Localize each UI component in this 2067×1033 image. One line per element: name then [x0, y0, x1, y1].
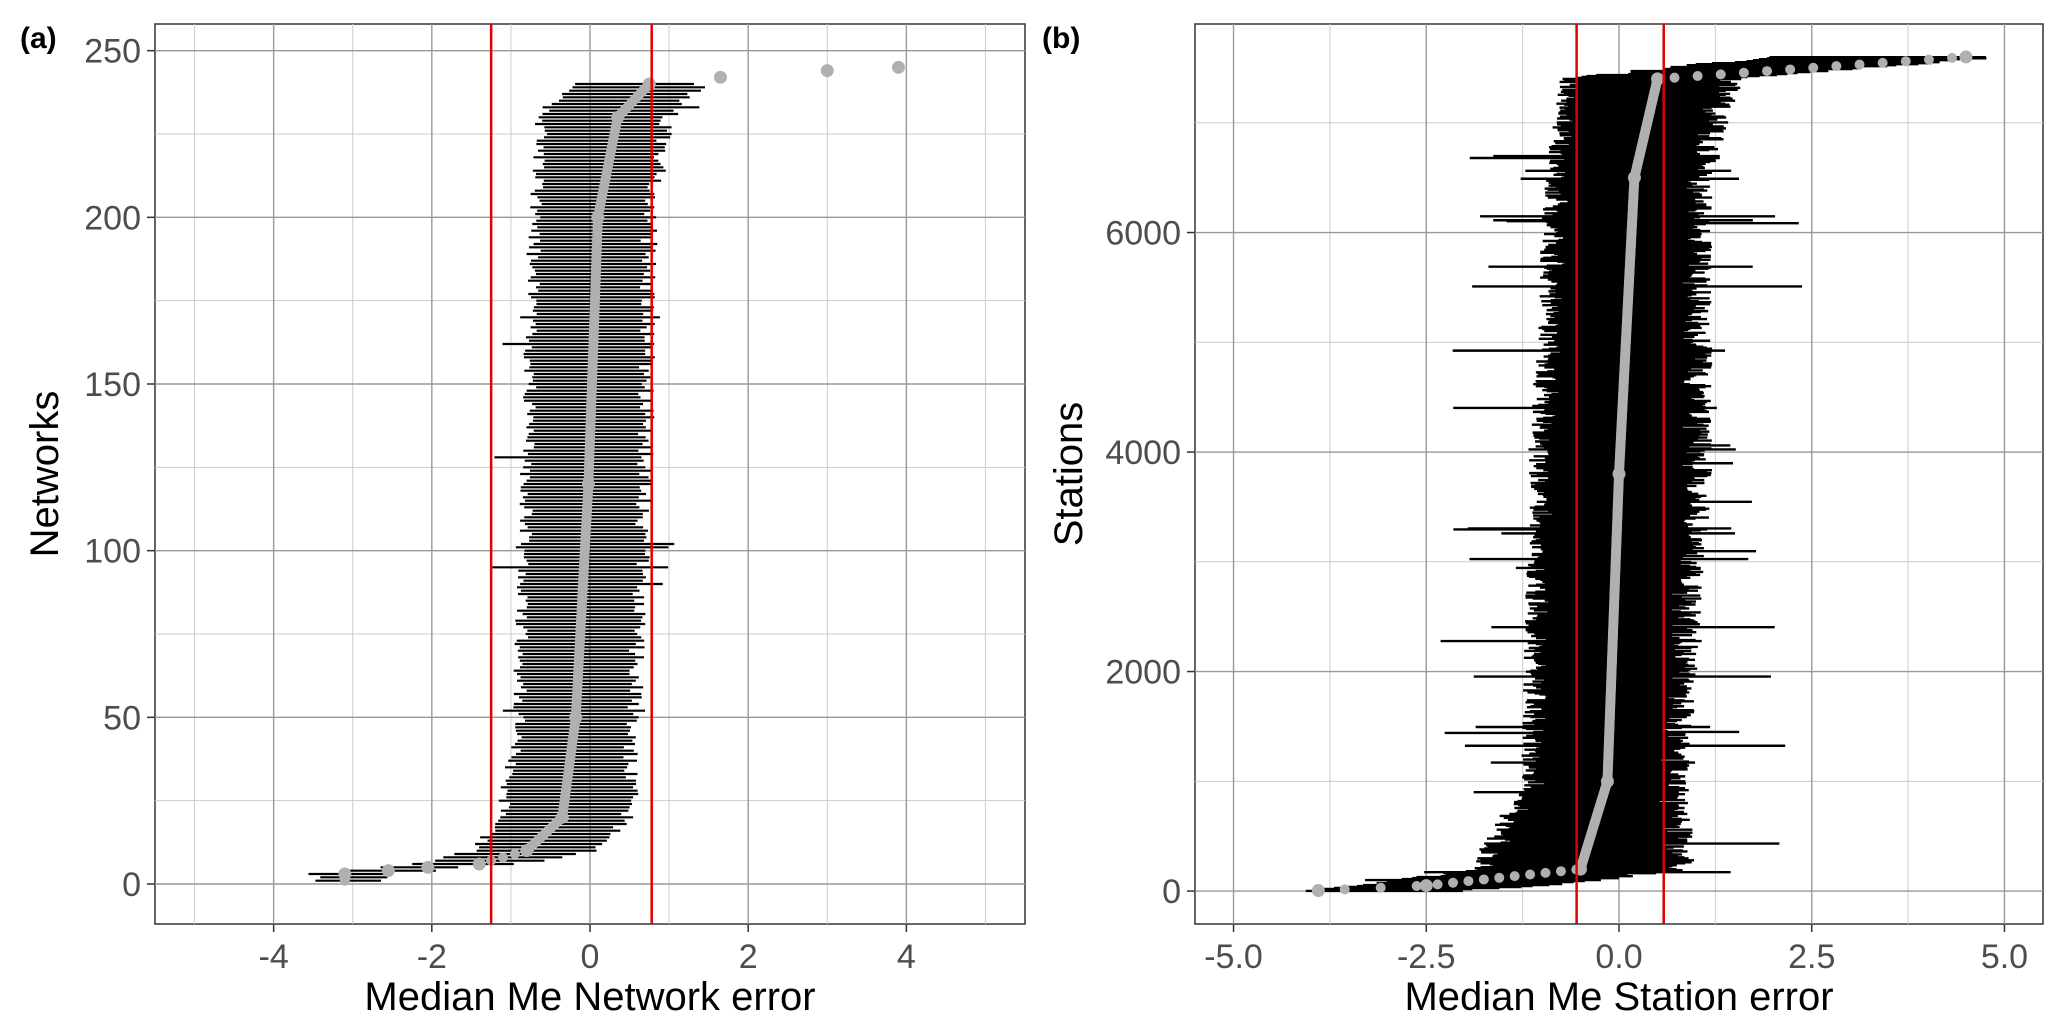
y-tick-label: 100	[84, 533, 141, 571]
median-point	[820, 64, 834, 78]
panel-b-y-axis-title: Stations	[1047, 402, 1091, 547]
median-point	[1311, 884, 1325, 898]
median-point	[1509, 871, 1520, 882]
panel-b-stations: (b) -5.0 -2.5 0.0 2.5 5.0 0 2000 4000 6000 Medi…	[1042, 22, 2044, 1019]
median-point	[1923, 54, 1934, 65]
median-point	[1555, 866, 1566, 877]
y-tick-label: 4000	[1105, 434, 1181, 472]
median-point	[509, 849, 520, 859]
panel-b-median-points	[1311, 50, 1973, 898]
median-point	[1447, 877, 1458, 888]
median-point	[642, 77, 656, 91]
median-point	[1478, 874, 1489, 885]
y-tick-label: 6000	[1105, 215, 1181, 253]
panel-a-reference-lines	[489, 24, 653, 924]
panel-a-tag: (a)	[20, 22, 57, 55]
y-tick-label: 50	[103, 699, 141, 737]
y-tick-label: 0	[122, 866, 141, 904]
median-point	[1762, 66, 1773, 77]
median-point	[611, 110, 625, 124]
panel-b-x-ticks: -5.0 -2.5 0.0 2.5 5.0	[1204, 924, 2028, 976]
x-tick-label: -5.0	[1204, 938, 1263, 976]
x-tick-label: -4	[259, 938, 289, 976]
panel-b-tag: (b)	[1042, 22, 1080, 55]
median-point	[1715, 69, 1726, 80]
median-point	[1494, 872, 1505, 883]
median-point	[591, 210, 605, 224]
median-point	[1627, 171, 1641, 185]
x-tick-label: 2.5	[1788, 938, 1835, 976]
median-point	[1339, 884, 1350, 895]
panel-a-median-points	[338, 60, 905, 886]
panel-b-x-axis-title: Median Me Station error	[1404, 975, 1833, 1019]
median-point	[1854, 59, 1865, 70]
y-tick-label: 150	[84, 366, 141, 404]
median-point	[1669, 72, 1680, 83]
median-point	[1540, 867, 1551, 878]
median-point	[1900, 56, 1911, 67]
panel-b-y-ticks: 0 2000 4000 6000	[1105, 215, 1195, 911]
x-tick-label: 0	[581, 938, 600, 976]
median-point	[472, 857, 486, 871]
median-point	[1959, 50, 1973, 64]
panel-a-y-ticks: 0 50 100 150 200 250	[84, 33, 155, 904]
median-point	[1411, 881, 1422, 892]
median-point	[569, 710, 583, 724]
median-point	[1612, 467, 1626, 481]
median-point	[1947, 52, 1958, 63]
x-tick-label: -2.5	[1397, 938, 1456, 976]
panel-b-reference-lines	[1575, 24, 1665, 924]
median-point	[1525, 869, 1536, 880]
median-point	[714, 70, 727, 84]
panel-a-networks: (a) -4 -2 0 2 4 0 50 100 150 200 250 Median Me Ne…	[20, 22, 1026, 1019]
median-point	[1651, 72, 1665, 86]
x-tick-label: 4	[897, 938, 916, 976]
median-point	[1692, 71, 1703, 82]
median-point	[1808, 62, 1819, 73]
median-point	[520, 844, 534, 858]
median-point	[338, 867, 352, 881]
median-point	[1831, 61, 1842, 72]
panel-a-x-ticks: -4 -2 0 2 4	[259, 924, 916, 976]
y-tick-label: 250	[84, 33, 141, 71]
median-point	[1785, 64, 1796, 75]
y-tick-label: 2000	[1105, 654, 1181, 692]
panel-a-y-axis-title: Networks	[23, 391, 67, 558]
y-tick-label: 200	[84, 199, 141, 237]
x-tick-label: -2	[417, 938, 447, 976]
median-point	[498, 852, 508, 863]
median-point	[1877, 57, 1888, 68]
median-point	[1419, 879, 1433, 893]
median-point	[1375, 882, 1386, 893]
median-point	[1463, 876, 1474, 887]
x-tick-label: 2	[739, 938, 758, 976]
median-point	[581, 477, 595, 491]
median-point	[1600, 774, 1614, 788]
median-point	[891, 60, 905, 74]
median-point	[1738, 67, 1749, 78]
x-tick-label: 5.0	[1981, 938, 2028, 976]
panel-a-x-axis-title: Median Me Network error	[364, 975, 815, 1019]
median-point	[421, 860, 435, 874]
x-tick-label: 0.0	[1595, 938, 1642, 976]
median-point	[555, 810, 569, 824]
median-point	[381, 864, 395, 878]
median-point	[1432, 879, 1443, 890]
y-tick-label: 0	[1162, 873, 1181, 911]
